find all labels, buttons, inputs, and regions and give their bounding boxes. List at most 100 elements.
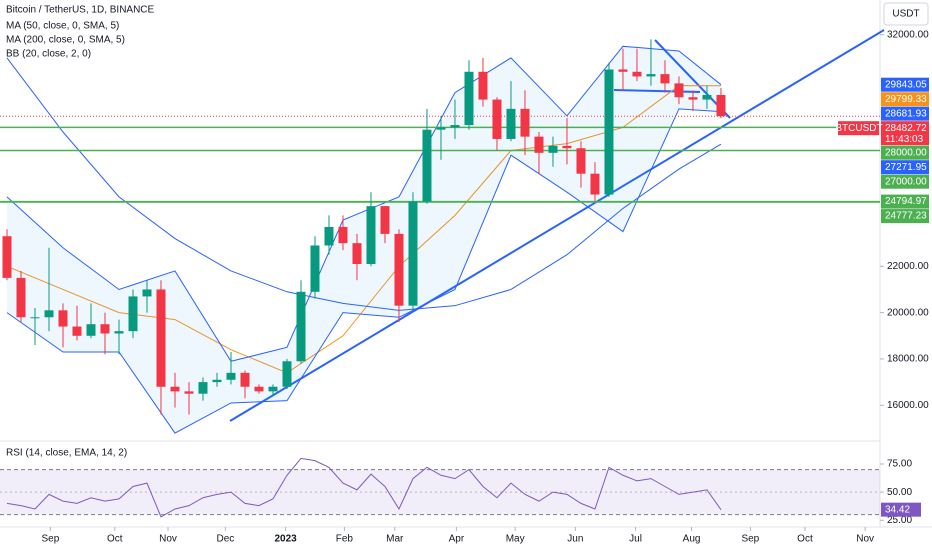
candle-body	[324, 226, 334, 246]
candle-body	[240, 372, 250, 387]
x-tick-label: 2023	[274, 534, 297, 545]
x-tick-label: Nov	[159, 534, 177, 545]
candle-body	[450, 125, 460, 128]
candle-body	[310, 245, 320, 292]
price-badge	[881, 174, 929, 189]
y-tick-label: 32000.00	[887, 29, 929, 40]
y-tick-label: 16000.00	[887, 400, 929, 411]
price-badge-label: 27000.00	[885, 176, 927, 187]
price-badge	[881, 145, 929, 160]
candle-body	[576, 148, 586, 174]
trend-line	[613, 89, 701, 93]
legend-entry: BB (20, close, 2, 0)	[6, 49, 91, 60]
candle-body	[198, 382, 208, 394]
price-badge	[881, 194, 929, 209]
x-tick-label: Feb	[336, 534, 354, 545]
x-tick-label: Mar	[386, 534, 404, 545]
x-tick-label: Sep	[41, 534, 59, 545]
price-badge-label: 29799.33	[885, 94, 927, 105]
price-badge-label: 24794.97	[885, 196, 927, 207]
price-badge	[881, 160, 929, 175]
candle-body	[100, 324, 110, 334]
candle-body	[72, 326, 82, 336]
price-badge-label: 27271.95	[885, 162, 927, 173]
y-tick-label: 22000.00	[887, 261, 929, 272]
price-badge	[881, 77, 929, 92]
candle-body	[478, 71, 488, 100]
rsi-title: RSI (14, close, EMA, 14, 2)	[6, 448, 127, 459]
candle-body	[702, 94, 712, 100]
candle-body	[436, 127, 446, 130]
candle-body	[254, 386, 264, 392]
price-badge	[881, 209, 929, 224]
candle-body	[660, 74, 670, 84]
rsi-value-label: 34.42	[885, 504, 910, 515]
symbol-label: BTCUSDT	[835, 123, 882, 134]
x-tick-label: Dec	[216, 534, 234, 545]
x-tick-label: Oct	[797, 534, 813, 545]
candle-body	[366, 206, 376, 264]
symbol-badge	[838, 121, 879, 136]
candle-body	[506, 108, 516, 139]
price-badge-label: 28681.93	[885, 108, 927, 119]
x-tick-label: Aug	[683, 534, 701, 545]
last-price-label: 28482.72	[885, 123, 927, 134]
candle-body	[170, 386, 180, 392]
candle-body	[128, 296, 138, 332]
candle-body	[338, 226, 348, 244]
countdown: 11:43:03	[885, 134, 924, 145]
rsi-value-badge	[881, 502, 921, 517]
price-badge	[881, 92, 929, 107]
candle-body	[44, 310, 54, 318]
x-tick-label: Jul	[629, 534, 642, 545]
candle-body	[142, 289, 152, 297]
rsi-tick-label: 75.00	[887, 459, 912, 470]
legend-entry: MA (200, close, 0, SMA, 5)	[6, 35, 125, 46]
x-tick-label: Sep	[741, 534, 759, 545]
price-badge-label: 29843.05	[885, 79, 927, 90]
candle-body	[618, 69, 628, 72]
candle-body	[716, 94, 726, 117]
last-price-badge	[881, 121, 929, 146]
candle-body	[646, 74, 656, 77]
y-tick-label: 18000.00	[887, 354, 929, 365]
rsi-line	[6, 457, 722, 518]
candle-body	[380, 206, 390, 234]
candle-body	[604, 69, 614, 195]
candle-body	[394, 233, 404, 306]
x-tick-label: Jun	[567, 534, 583, 545]
candle-body	[184, 391, 194, 394]
x-tick-label: May	[506, 534, 525, 545]
candle-body	[688, 97, 698, 100]
candle-body	[590, 173, 600, 195]
legend-entry: MA (50, close, 0, SMA, 5)	[6, 21, 119, 32]
currency-button[interactable]	[883, 2, 929, 26]
rsi-tick-label: 50.00	[887, 487, 912, 498]
rsi-tick-label: 25.00	[887, 515, 912, 526]
candle-body	[16, 277, 26, 318]
candle-body	[492, 99, 502, 139]
trend-line	[229, 29, 885, 422]
price-badge-label: 28000.00	[885, 147, 927, 158]
currency: USDT	[892, 9, 919, 20]
moving-average	[6, 57, 722, 311]
candle-body	[282, 361, 292, 387]
candle-body	[548, 145, 558, 153]
candle-body	[464, 71, 474, 126]
x-tick-label: Oct	[107, 534, 123, 545]
candle-body	[422, 129, 432, 202]
candle-body	[268, 386, 278, 392]
candle-body	[86, 324, 96, 336]
candle-body	[520, 108, 530, 137]
candle-body	[562, 145, 572, 149]
candle-body	[212, 379, 222, 383]
candle-body	[408, 201, 418, 306]
price-badge	[881, 106, 929, 121]
symbol-title: Bitcoin / TetherUS, 1D, BINANCE	[6, 5, 155, 16]
candle-body	[632, 71, 642, 77]
bb-lower	[6, 108, 721, 434]
candle-body	[2, 236, 12, 278]
candle-body	[534, 136, 544, 153]
